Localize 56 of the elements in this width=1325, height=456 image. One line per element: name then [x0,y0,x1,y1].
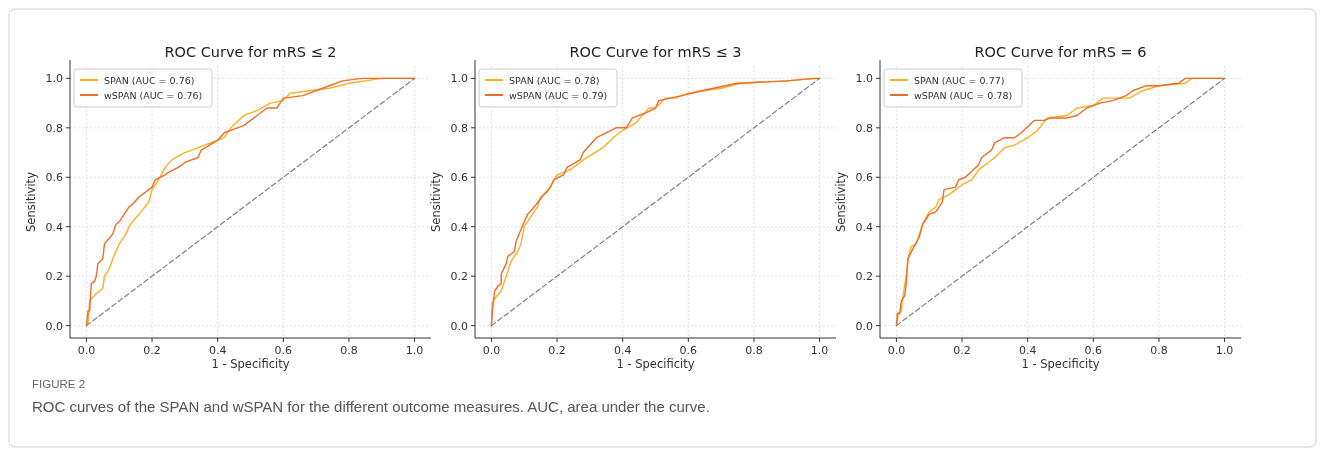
chart-title: ROC Curve for mRS = 6 [974,44,1147,60]
x-axis-title: 1 - Specificity [616,357,695,371]
y-tick-label: 0.0 [450,319,468,333]
chart-title: ROC Curve for mRS ≤ 3 [569,44,742,60]
y-tick-label: 0.2 [855,270,873,284]
y-tick-label: 0.4 [450,220,468,234]
x-tick-label: 0.2 [548,344,566,357]
x-tick-label: 0.6 [1084,344,1103,357]
y-tick-label: 0.4 [45,220,63,234]
y-tick-label: 0.2 [450,270,468,284]
x-tick-label: 0.0 [887,344,906,357]
y-tick-label: 0.0 [855,319,873,333]
x-tick-label: 0.8 [1150,344,1168,357]
y-axis-title: Sensitivity [429,171,443,232]
legend-label: SPAN (AUC = 0.78) [509,74,600,86]
y-tick-label: 0.6 [45,171,63,185]
x-axis-title: 1 - Specificity [1021,357,1100,371]
y-tick-label: 0.8 [450,121,468,135]
x-tick-label: 0.0 [482,344,501,357]
y-tick-label: 0.8 [45,121,63,135]
text: ROC curves of the SPAN and wSPAN for the different outcome measures. AUC, area under the curve. [32,398,710,415]
x-tick-label: 0.4 [1018,344,1037,357]
y-tick-label: 0.2 [45,270,63,284]
chart-title: ROC Curve for mRS ≤ 2 [164,44,337,60]
y-tick-label: 0.6 [855,171,873,185]
y-tick-label: 0.4 [855,220,873,234]
x-tick-label: 1.0 [1215,344,1234,357]
x-tick-label: 0.8 [745,344,763,357]
y-tick-label: 0.8 [855,121,873,135]
x-tick-label: 0.6 [274,344,293,357]
legend-label: wSPAN (AUC = 0.79) [509,89,608,101]
y-axis-title: Sensitivity [834,171,848,232]
y-axis-title: Sensitivity [24,171,38,232]
legend-label: SPAN (AUC = 0.76) [104,74,195,86]
y-tick-label: 0.0 [45,319,63,333]
x-tick-label: 0.6 [679,344,698,357]
x-tick-label: 0.4 [613,344,632,357]
y-tick-label: 1.0 [450,72,468,86]
caption: FIGURE 2 [32,378,86,390]
x-tick-label: 1.0 [405,344,424,357]
line-series [895,77,1226,327]
x-tick-label: 1.0 [810,344,829,357]
legend-label: SPAN (AUC = 0.77) [914,74,1005,86]
x-tick-label: 0.8 [340,344,358,357]
y-tick-label: 1.0 [855,72,873,86]
legend-label: wSPAN (AUC = 0.76) [104,89,203,101]
y-tick-label: 1.0 [45,72,63,86]
legend-label: wSPAN (AUC = 0.78) [914,89,1013,101]
x-tick-label: 0.0 [77,344,96,357]
x-tick-label: 0.2 [953,344,971,357]
y-tick-label: 0.6 [450,171,468,185]
line-series [490,77,821,327]
x-tick-label: 0.4 [208,344,227,357]
x-axis-title: 1 - Specificity [211,357,290,371]
x-tick-label: 0.2 [143,344,161,357]
line-series [85,77,416,327]
